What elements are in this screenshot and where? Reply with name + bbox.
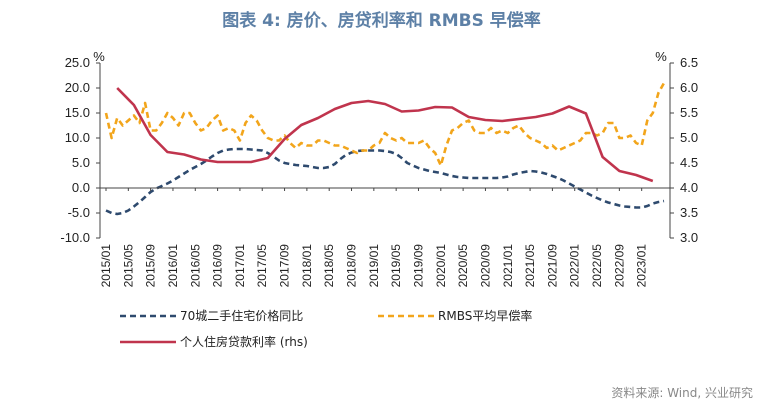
x-tick-label: 2017/09 (278, 244, 292, 288)
x-tick-label: 2016/05 (188, 244, 202, 288)
chart-title: 图表 4: 房价、房贷利率和 RMBS 早偿率 (222, 11, 541, 31)
x-tick-label: 2015/09 (144, 244, 158, 288)
right-unit-label: % (655, 49, 667, 64)
x-tick-label: 2015/05 (121, 244, 135, 288)
right-tick-label: 5.5 (680, 105, 698, 120)
x-tick-label: 2019/09 (411, 244, 425, 288)
x-tick-label: 2021/01 (501, 244, 515, 288)
right-tick-label: 3.0 (680, 230, 698, 245)
x-tick-label: 2016/01 (166, 244, 180, 288)
legend-label-2: RMBS平均早偿率 (438, 308, 532, 323)
right-tick-label: 6.5 (680, 55, 698, 70)
left-tick-label: 0.0 (72, 180, 90, 195)
right-tick-label: 4.0 (680, 180, 698, 195)
x-tick-label: 2017/05 (255, 244, 269, 288)
x-tick-label: 2020/09 (478, 244, 492, 288)
legend-label-3: 个人住房贷款利率 (rhs) (180, 334, 308, 349)
x-tick-label: 2022/01 (568, 244, 582, 288)
right-tick-label: 4.5 (680, 155, 698, 170)
left-tick-label: 20.0 (65, 80, 90, 95)
x-tick-label: 2019/05 (389, 244, 403, 288)
x-tick-label: 2018/05 (322, 244, 336, 288)
left-tick-label: -10.0 (60, 230, 90, 245)
x-tick-label: 2018/01 (300, 244, 314, 288)
series-line-1 (105, 147, 665, 216)
x-tick-label: 2017/01 (233, 244, 247, 288)
x-tick-label: 2022/05 (590, 244, 604, 288)
x-tick-label: 2022/09 (612, 244, 626, 288)
axes: 25.0 20.0 15.0 10.0 5.0 0.0 -5.0 -10.0 6.5 6.0 5.5… (60, 49, 698, 287)
x-tick-label: 2021/09 (545, 244, 559, 288)
x-tick-label: 2020/05 (456, 244, 470, 288)
left-unit-label: % (93, 49, 105, 64)
left-tick-label: 15.0 (65, 105, 90, 120)
series-line-2 (104, 82, 666, 167)
x-tick-label: 2018/09 (345, 244, 359, 288)
right-tick-label: 6.0 (680, 80, 698, 95)
x-tick-label: 2015/01 (99, 244, 113, 288)
series-layer (104, 82, 666, 216)
legend-label-1: 70城二手住宅价格同比 (180, 308, 303, 323)
source-note: 资料来源: Wind, 兴业研究 (611, 386, 753, 400)
x-tick-label: 2023/01 (635, 244, 649, 288)
x-tick-label: 2020/01 (434, 244, 448, 288)
left-tick-label: 10.0 (65, 130, 90, 145)
x-tick-label: 2021/05 (523, 244, 537, 288)
left-tick-label: 25.0 (65, 55, 90, 70)
x-tick-label: 2016/09 (211, 244, 225, 288)
series-line-3 (116, 87, 654, 183)
x-tick-label: 2019/01 (367, 244, 381, 288)
right-tick-label: 5.0 (680, 130, 698, 145)
left-tick-label: 5.0 (72, 155, 90, 170)
right-tick-label: 3.5 (680, 205, 698, 220)
left-tick-label: -5.0 (68, 205, 90, 220)
